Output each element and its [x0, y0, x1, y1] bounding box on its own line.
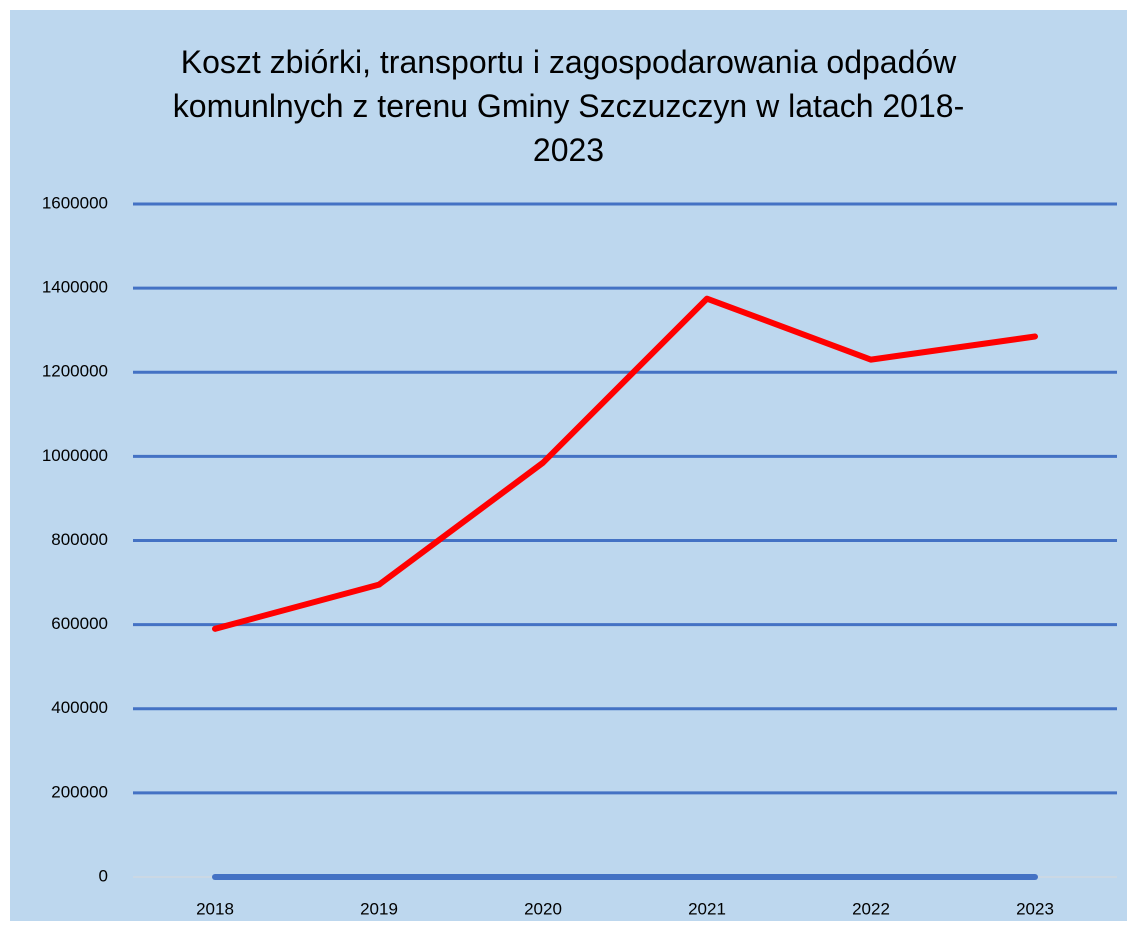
x-tick-label: 2019 [360, 899, 398, 918]
series-line [212, 295, 1038, 632]
y-tick-label: 0 [99, 866, 108, 885]
y-tick-label: 800000 [51, 530, 108, 549]
x-tick-label: 2023 [1016, 899, 1054, 918]
y-tick-label: 1400000 [42, 278, 108, 297]
x-tick-label: 2022 [852, 899, 890, 918]
y-tick-label: 1000000 [42, 446, 108, 465]
y-tick-label: 600000 [51, 614, 108, 633]
x-tick-label: 2020 [524, 899, 562, 918]
chart-background [10, 10, 1127, 921]
title-box: Koszt zbiórki, transportu i zagospodarow… [0, 40, 1137, 172]
y-tick-label: 200000 [51, 782, 108, 801]
chart-title: Koszt zbiórki, transportu i zagospodarow… [172, 44, 965, 168]
y-tick-label: 1600000 [42, 193, 108, 212]
x-tick-label: 2021 [688, 899, 726, 918]
y-tick-label: 1200000 [42, 362, 108, 381]
x-tick-label: 2018 [196, 899, 234, 918]
y-tick-label: 400000 [51, 698, 108, 717]
